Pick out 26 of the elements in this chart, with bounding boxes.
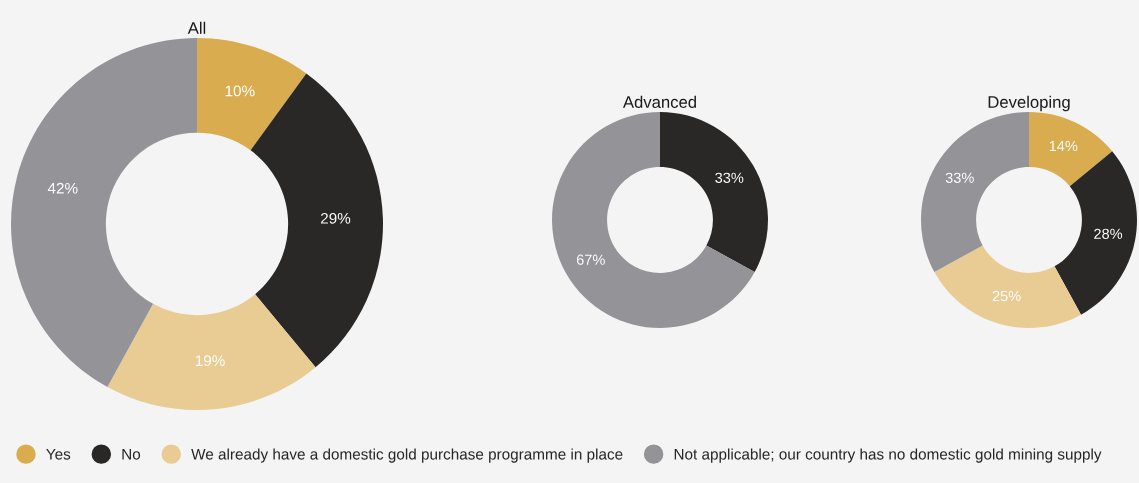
data-label: 10%	[225, 85, 255, 97]
legend-label: Not applicable; our country has no domestic gold mining supply	[674, 448, 1102, 463]
data-label: 67%	[576, 254, 605, 265]
legend-label: No	[122, 448, 141, 460]
data-label: 42%	[47, 182, 78, 194]
chart-title: Advanced	[622, 95, 696, 108]
donut-slice	[921, 112, 1029, 273]
data-label: 33%	[945, 172, 974, 183]
legend-label: We already have a domestic gold purchase programme in place	[191, 448, 623, 463]
data-label: 33%	[715, 172, 744, 183]
donut-slice	[552, 112, 755, 328]
data-label: 28%	[1094, 228, 1123, 239]
donut-slice	[1029, 112, 1113, 187]
donut-slice	[934, 245, 1082, 328]
donut-slice	[197, 38, 307, 151]
donut-slice	[660, 112, 768, 273]
data-label: 29%	[320, 212, 351, 224]
donut-slice	[11, 38, 197, 387]
data-label: 25%	[992, 290, 1021, 302]
donut-slice	[107, 294, 316, 410]
donut-slice	[1054, 151, 1137, 315]
chart-title: All	[187, 21, 206, 34]
data-label: 14%	[1049, 140, 1078, 152]
data-label: 19%	[195, 355, 225, 367]
chart-title: Developing	[988, 95, 1070, 112]
legend-label: Yes	[46, 448, 71, 460]
